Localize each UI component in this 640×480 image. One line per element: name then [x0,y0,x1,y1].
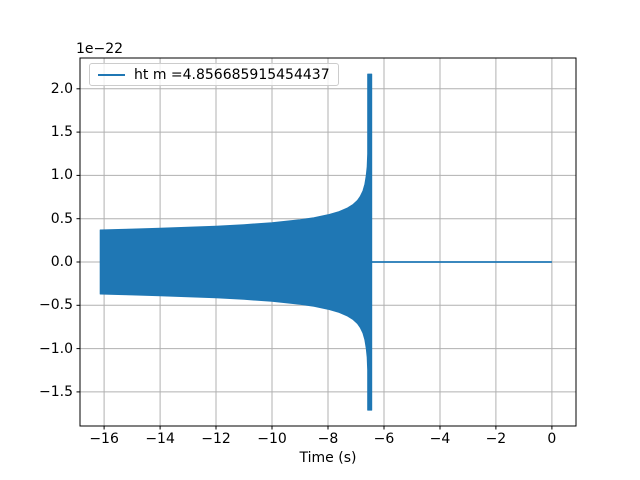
y-tick-label: 1.0 [50,167,73,184]
x-tick-label: −10 [257,431,287,447]
x-tick-label: −12 [201,431,231,447]
x-tick-label: −2 [485,431,507,447]
x-tick-label: −8 [317,431,339,447]
y-tick-label: 0.0 [50,254,73,270]
x-tick-label: −14 [145,431,175,447]
y-tick-label: −1.5 [39,383,73,400]
axes-spines [79,57,577,427]
y-tick-label: 0.5 [50,210,73,227]
x-tick-label: −16 [89,431,119,447]
y-tick-label: 1.5 [50,124,73,141]
x-tick-label: −6 [373,431,395,447]
waveform-series [99,73,373,411]
y-tick-label: −1.0 [39,340,73,357]
legend-line-sample-icon [98,73,125,76]
y-tick-label: −0.5 [39,297,73,314]
y-tick-label: 2.0 [50,80,73,97]
legend: ht m =4.856685915454437 [89,63,339,86]
x-axis-label: Time (s) [299,450,357,466]
x-tick-label: 0 [547,431,557,447]
x-tick-label: −4 [429,431,451,447]
legend-label: ht m =4.856685915454437 [134,66,330,83]
y-axis-offset-text: 1e−22 [76,41,124,57]
